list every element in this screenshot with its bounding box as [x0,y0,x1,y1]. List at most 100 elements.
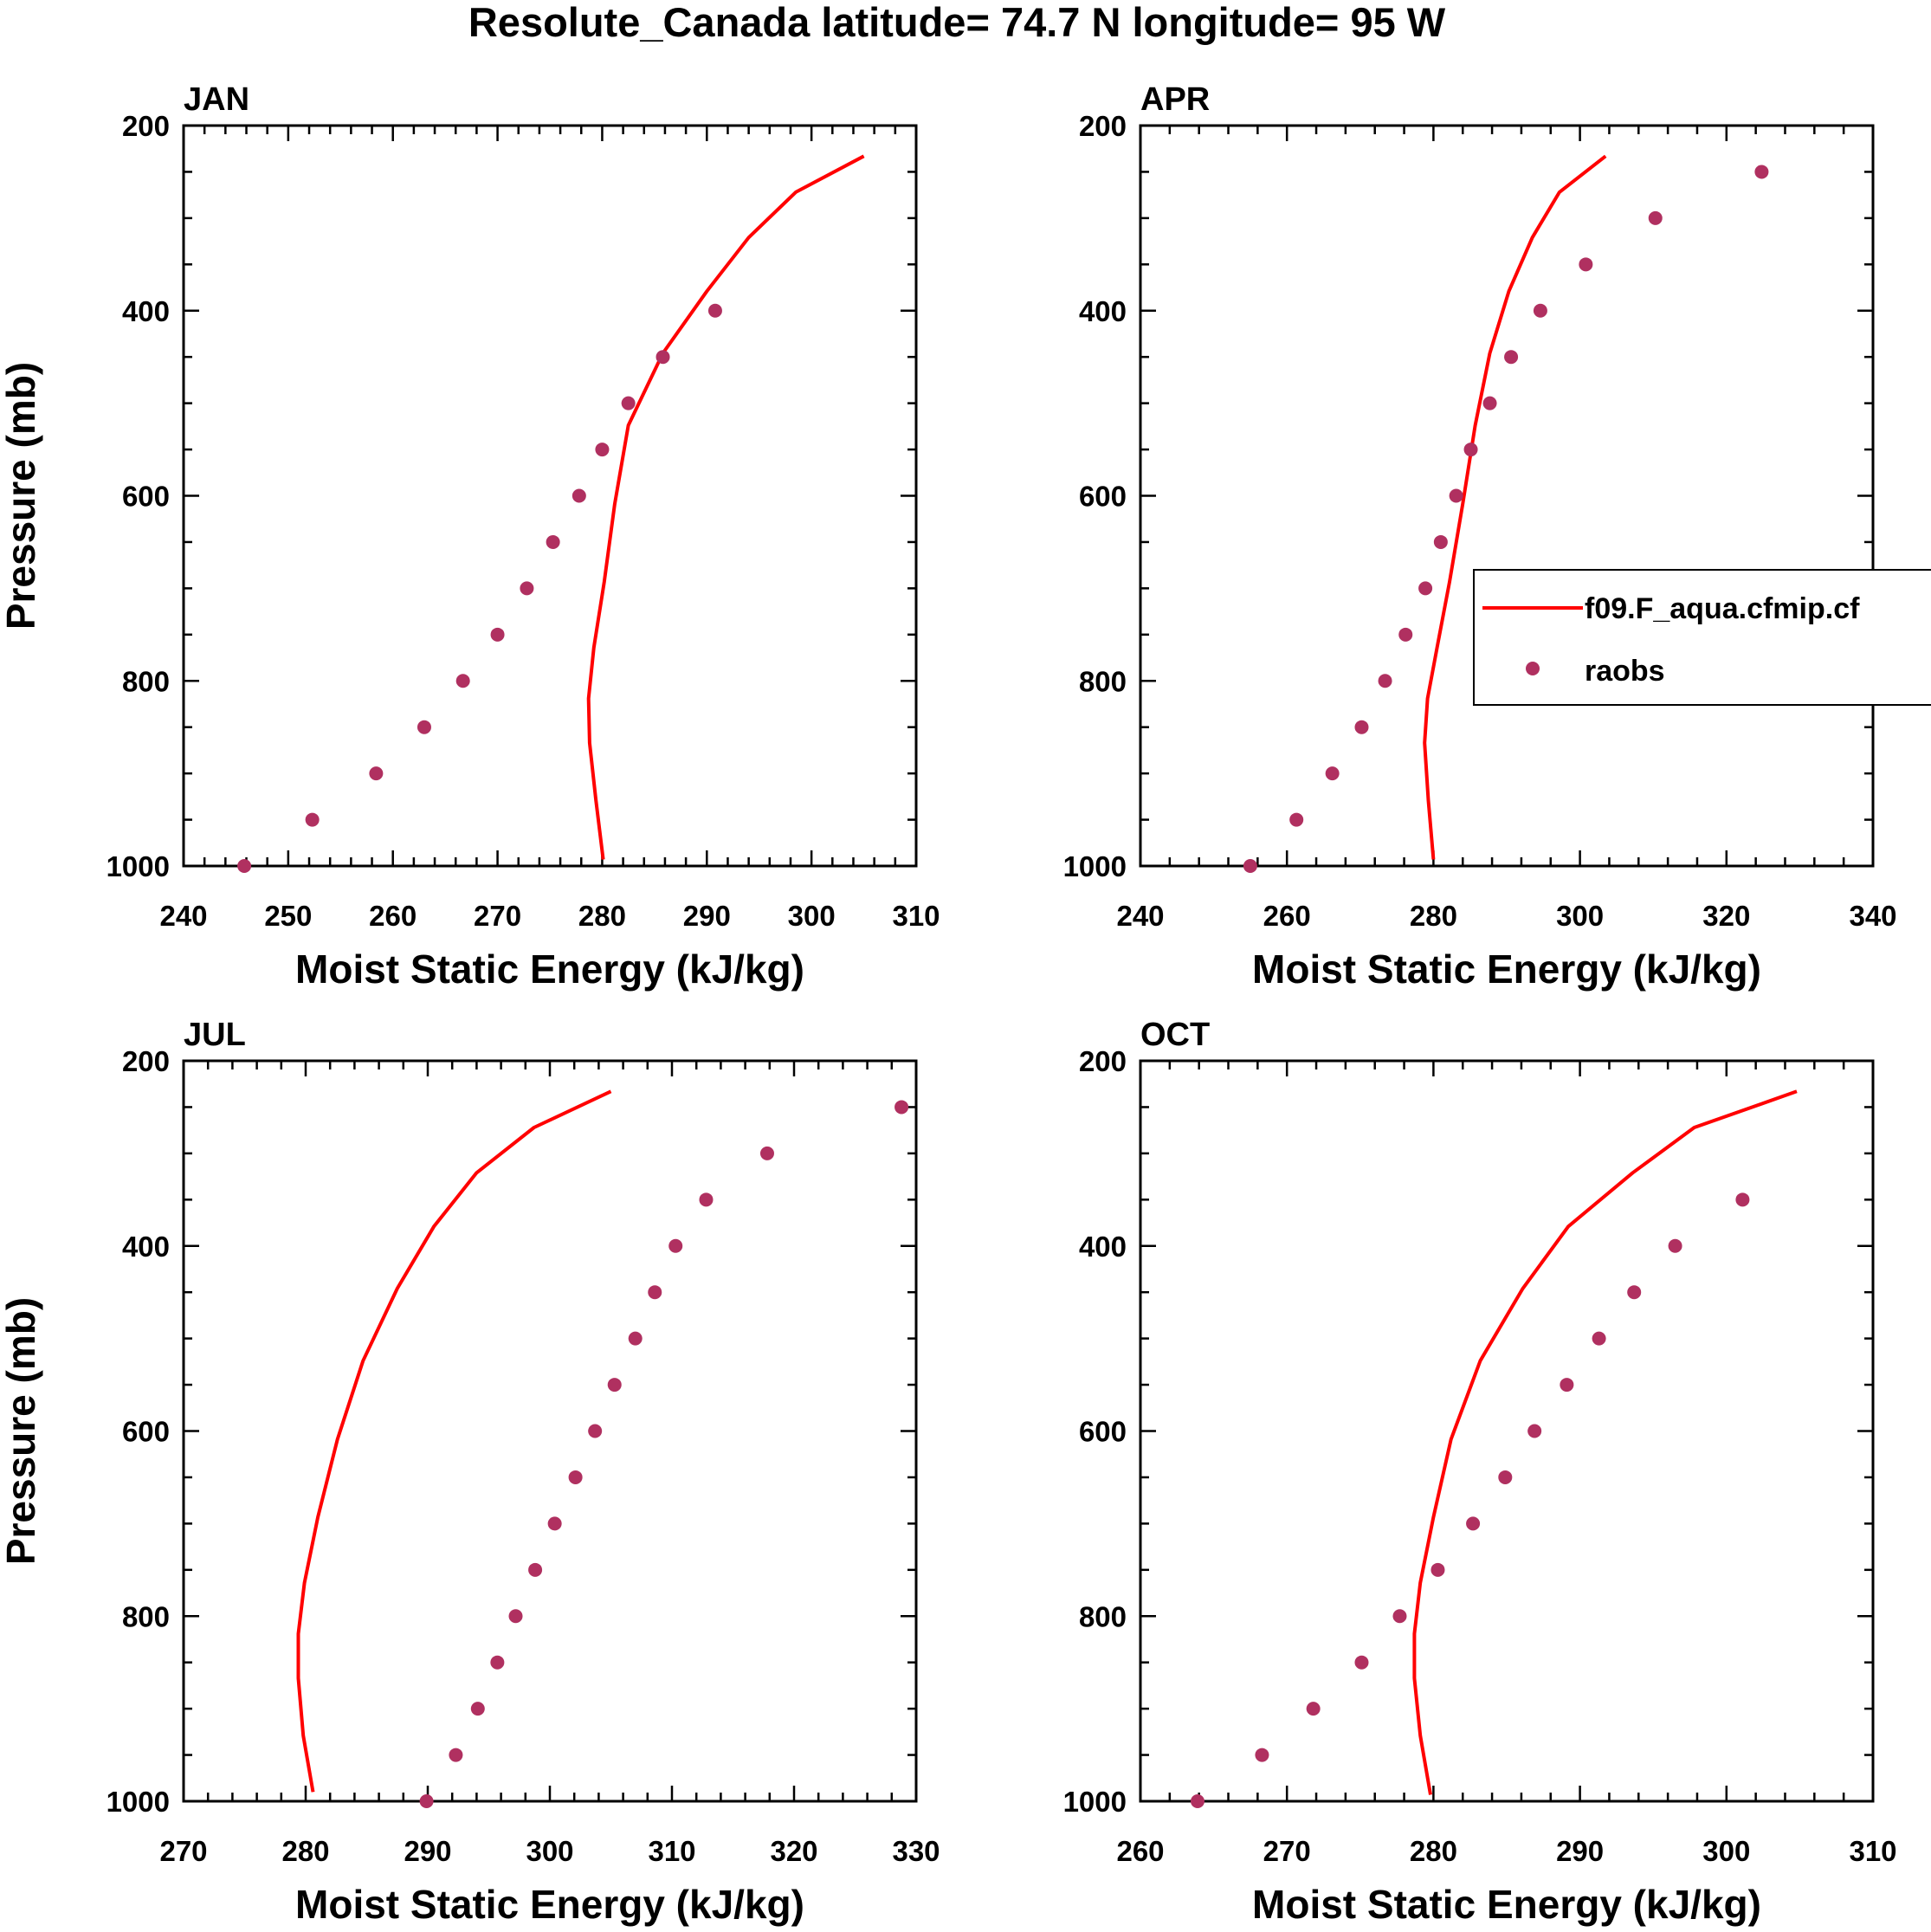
raobs-point [1504,350,1519,365]
y-tick-label: 400 [122,295,170,327]
x-tick-label: 280 [281,1835,329,1867]
legend-box [1473,569,1931,706]
raobs-point [656,350,670,365]
raobs-point [1255,1748,1269,1762]
x-tick-label: 240 [1116,900,1164,932]
x-tick-label: 320 [1702,900,1750,932]
x-tick-label: 280 [1410,900,1457,932]
x-axis-label: Moist Static Energy (kJ/kg) [1252,947,1761,992]
y-tick-label: 1000 [107,1786,170,1818]
raobs-point [628,1331,643,1346]
x-tick-label: 290 [404,1835,451,1867]
raobs-point [455,674,470,688]
raobs-point [520,581,534,596]
raobs-point [1378,674,1392,688]
x-tick-label: 280 [578,900,626,932]
raobs-point [568,1470,583,1484]
panel-label: JUL [184,1017,246,1053]
panel-label: JAN [184,81,249,118]
raobs-point [490,627,505,642]
x-tick-label: 300 [526,1835,573,1867]
x-tick-label: 300 [788,900,836,932]
raobs-point [449,1748,463,1762]
raobs-point [1482,396,1497,410]
x-tick-label: 250 [264,900,312,932]
raobs-point [305,812,320,827]
y-tick-label: 800 [1079,665,1127,697]
raobs-point [1433,534,1448,549]
raobs-point [607,1378,622,1392]
raobs-point [1354,720,1369,734]
x-tick-label: 290 [683,900,731,932]
raobs-point [470,1702,485,1716]
panel-jan: JAN 240 250 260 270 280 290 300 310 200 400 600 800 1… [0,81,940,992]
x-tick-label: 240 [159,900,207,932]
x-tick-label: 310 [648,1835,695,1867]
x-tick-label: 260 [1116,1835,1164,1867]
model-series-line [1412,1089,1798,1795]
raobs-point [1560,1378,1574,1392]
raobs-point [546,534,560,549]
y-tick-label: 800 [122,1600,170,1632]
raobs-point [1627,1285,1642,1300]
x-tick-label: 270 [159,1835,207,1867]
y-tick-label: 600 [1079,1416,1127,1448]
x-tick-label: 320 [770,1835,817,1867]
raobs-point [528,1562,543,1577]
x-tick-label: 260 [369,900,417,932]
raobs-point [237,859,252,873]
x-tick-label: 270 [474,900,521,932]
raobs-point [369,766,384,781]
model-series-line [296,1089,612,1793]
y-axis-label: Pressure (mb) [0,362,43,630]
legend-dot-swatch [1526,662,1540,675]
y-tick-label: 400 [1079,1231,1127,1263]
y-axis-label: Pressure (mb) [0,1297,43,1565]
raobs-point [490,1655,505,1670]
y-tick-label: 200 [1079,1045,1127,1077]
y-tick-label: 600 [1079,481,1127,513]
x-tick-label: 310 [1849,1835,1896,1867]
y-tick-label: 1000 [1063,1786,1127,1818]
raobs-point [1754,165,1769,179]
raobs-point [894,1100,909,1115]
raobs-point [595,443,610,457]
panels-container: JAN 240 250 260 270 280 290 300 310 200 400 600 800 1… [0,81,1897,1927]
raobs-point [1392,1609,1407,1624]
raobs-point [1592,1331,1606,1346]
raobs-point [1533,303,1547,318]
x-tick-label: 300 [1702,1835,1750,1867]
raobs-point [621,396,636,410]
y-tick-label: 200 [1079,110,1127,142]
raobs-point [1466,1516,1481,1531]
raobs-point [759,1146,774,1160]
plot-frame [182,1059,918,1803]
raobs-point [547,1516,562,1531]
y-tick-label: 600 [122,481,170,513]
raobs-point [648,1285,662,1300]
y-tick-label: 1000 [107,850,170,882]
raobs-point [1430,1562,1445,1577]
raobs-point [1648,210,1663,225]
y-tick-label: 1000 [1063,850,1127,882]
x-tick-label: 280 [1410,1835,1457,1867]
raobs-point [1463,443,1478,457]
x-tick-label: 330 [892,1835,940,1867]
raobs-point [668,1238,683,1253]
raobs-point [1449,488,1463,503]
y-tick-label: 600 [122,1416,170,1448]
panel-label: APR [1140,81,1210,118]
raobs-point [572,488,586,503]
raobs-point [707,303,722,318]
raobs-point [1735,1192,1750,1207]
model-series-line [586,154,865,860]
x-tick-label: 290 [1556,1835,1604,1867]
x-tick-label: 310 [892,900,940,932]
panel-apr: APR 240 260 280 300 320 340 200 400 600 800 1000 Moi… [1063,81,1897,992]
y-tick-label: 800 [1079,1600,1127,1632]
raobs-point [1354,1655,1369,1670]
figure-title: Resolute_Canada latitude= 74.7 N longitu… [468,0,1446,45]
raobs-point [1289,812,1304,827]
y-tick-label: 400 [1079,295,1127,327]
y-tick-label: 400 [122,1231,170,1263]
